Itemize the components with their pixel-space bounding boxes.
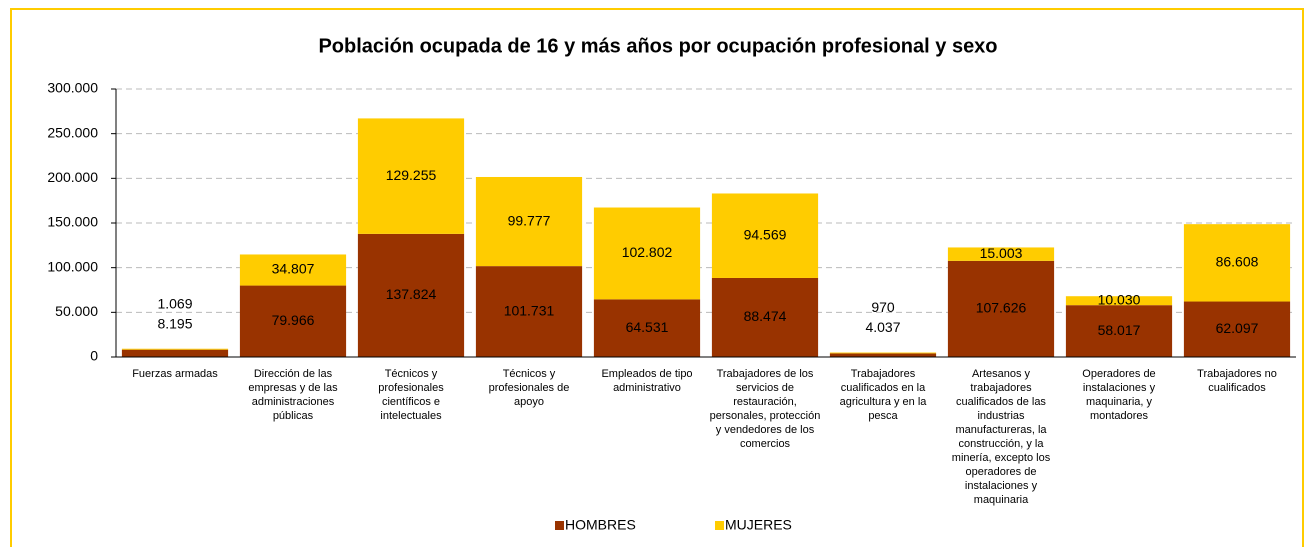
y-tick-label: 300.000 [47,80,98,96]
value-label: 15.003 [980,245,1023,261]
value-label: 129.255 [386,167,437,183]
x-tick-label: Dirección de las empresas y de las admin… [248,368,338,422]
legend-label: MUJERES [725,517,792,533]
y-tick-label: 250.000 [47,124,98,140]
value-label: 79.966 [272,312,315,328]
bar-segment [475,176,583,267]
x-tick-label: Artesanos y trabajadores cualificados de… [951,368,1051,506]
value-label: 137.824 [386,286,437,302]
bar-segment [239,254,347,286]
bar-segment [593,207,701,300]
value-label: 86.608 [1216,254,1259,270]
bar-segment [829,353,937,357]
legend-label: HOMBRES [565,517,636,533]
y-tick-label: 100.000 [47,258,98,274]
x-tick-label: Trabajadores cualificados en la agricult… [839,368,927,422]
bar-segment [121,348,229,350]
x-tick-label: Operadores de instalaciones y maquinaria… [1082,368,1156,422]
value-label: 10.030 [1098,291,1141,307]
value-label: 8.195 [157,315,192,331]
bar-segment [947,260,1055,357]
bar-segment [121,349,229,357]
y-tick-label: 200.000 [47,169,98,185]
x-tick-label: Técnicos y profesionales de apoyo [488,368,570,408]
value-label: 1.069 [157,295,192,311]
x-tick-label: Trabajadores no cualificados [1197,368,1277,394]
legend-swatch [715,521,724,530]
value-label: 970 [871,299,895,315]
x-tick-label: Empleados de tipo administrativo [601,368,693,394]
bar-segment [711,193,819,278]
value-label: 64.531 [626,319,669,335]
value-label: 94.569 [744,226,787,242]
value-label: 99.777 [508,212,551,228]
y-tick-label: 0 [90,348,98,364]
bar-segment [947,247,1055,261]
bar-segment [1183,301,1291,357]
bar-segment [1065,296,1173,306]
bar-segment [475,266,583,357]
value-label: 4.037 [865,319,900,335]
bar-segment [1065,305,1173,357]
chart-title: Población ocupada de 16 y más años por o… [318,35,997,57]
bar-segment [239,285,347,357]
value-label: 102.802 [622,244,673,260]
bar-segment [829,352,937,354]
x-tick-label: Fuerzas armadas [132,368,218,380]
bar-segment [1183,224,1291,302]
y-tick-label: 150.000 [47,214,98,230]
value-label: 62.097 [1216,320,1259,336]
bar-segment [357,233,465,357]
legend-swatch [555,521,564,530]
value-label: 107.626 [976,300,1027,316]
value-label: 58.017 [1098,322,1141,338]
bar-segment [357,118,465,234]
value-label: 101.731 [504,302,555,318]
value-label: 34.807 [272,261,315,277]
bar-segment [711,277,819,357]
bar-segment [593,299,701,357]
y-tick-label: 50.000 [55,303,98,319]
x-tick-label: Trabajadores de los servicios de restaur… [709,368,821,450]
value-label: 88.474 [744,308,787,324]
x-tick-label: Técnicos y profesionales científicos e i… [378,368,444,422]
chart-frame [10,8,1304,547]
